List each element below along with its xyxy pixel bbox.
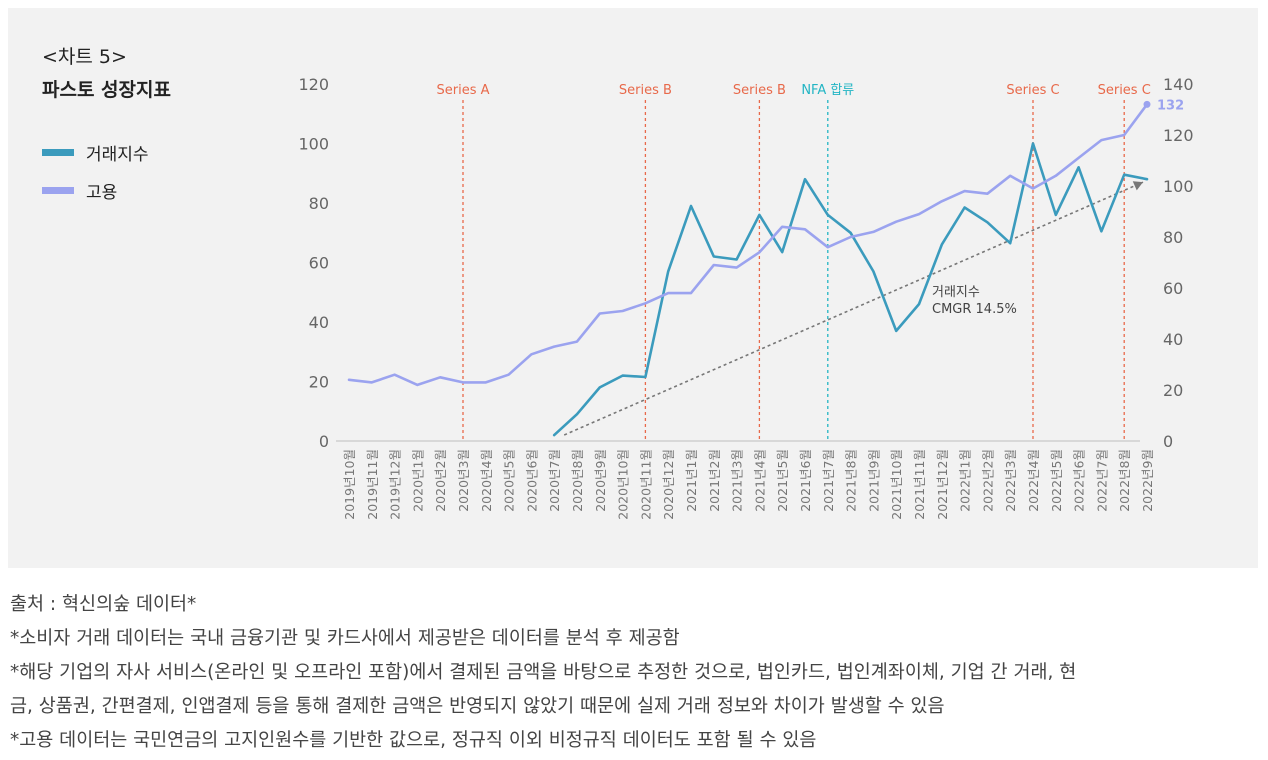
footnote-estimate-line1: *해당 기업의 자사 서비스(온라인 및 오프라인 포함)에서 결제된 금액을 … [10, 662, 1077, 683]
chart-title: 파스토 성장지표 [42, 79, 171, 101]
legend-item-employment: 고용 [42, 178, 117, 203]
left-axis-tick-label: 40 [309, 313, 329, 332]
left-axis-tick-label: 100 [298, 135, 329, 154]
trend-line [563, 181, 1144, 436]
event-label: Series C [1006, 83, 1059, 98]
legend-swatch-transactions [42, 149, 74, 156]
x-axis-tick-label: 2019년10월 [342, 449, 357, 520]
legend-item-transactions: 거래지수 [42, 140, 149, 165]
x-axis-tick-label: 2021년10월 [889, 449, 904, 520]
chart-panel [8, 8, 1258, 568]
x-axis-tick-label: 2022년1월 [958, 449, 973, 512]
right-axis-tick-label: 100 [1163, 177, 1194, 196]
right-axis-tick-label: 120 [1163, 126, 1194, 145]
legend-swatch-employment [42, 187, 74, 194]
x-axis-tick-label: 2020년11월 [638, 449, 653, 520]
left-axis-tick-label: 80 [309, 194, 329, 213]
employment-end-label: 132 [1157, 98, 1184, 113]
x-axis-tick-label: 2022년5월 [1049, 449, 1064, 512]
x-axis-tick-label: 2021년4월 [752, 449, 767, 512]
right-axis-tick-label: 20 [1163, 381, 1183, 400]
x-axis-tick-label: 2021년9월 [866, 449, 881, 512]
x-axis-tick-label: 2021년8월 [844, 449, 859, 512]
event-label: Series C [1098, 83, 1151, 98]
legend-label-employment: 고용 [86, 183, 118, 203]
right-axis-tick-label: 60 [1163, 279, 1183, 298]
right-axis-tick-label: 40 [1163, 330, 1183, 349]
left-axis-tick-label: 0 [319, 432, 329, 451]
x-axis-tick-label: 2021년11월 [912, 449, 927, 520]
right-axis-tick-label: 140 [1163, 75, 1194, 94]
x-axis-tick-label: 2021년7월 [821, 449, 836, 512]
left-axis-tick-label: 60 [309, 254, 329, 273]
footnote-source: 출처 : 혁신의숲 데이터* [10, 594, 197, 615]
x-axis-tick-label: 2022년8월 [1117, 449, 1132, 512]
transaction-index-line [552, 142, 1149, 437]
x-axis-tick-label: 2020년1월 [410, 449, 425, 512]
left-axis-tick-label: 20 [309, 373, 329, 392]
x-axis-tick-label: 2019년11월 [365, 449, 380, 520]
x-axis-tick-label: 2022년6월 [1072, 449, 1087, 512]
x-axis-tick-label: 2020년10월 [616, 449, 631, 520]
x-axis-tick-label: 2020년7월 [547, 449, 562, 512]
x-axis-tick-label: 2020년4월 [479, 449, 494, 512]
footnote-employment-data: *고용 데이터는 국민연금의 고지인원수를 기반한 값으로, 정규직 이외 비정… [10, 730, 817, 751]
chart-number: <차트 5> [42, 46, 127, 68]
x-axis-tick-label: 2021년12월 [935, 449, 950, 520]
event-label: NFA 합류 [801, 83, 854, 98]
footnote-consumer-data: *소비자 거래 데이터는 국내 금융기관 및 카드사에서 제공받은 데이터를 분… [10, 628, 680, 649]
left-axis-tick-label: 120 [298, 75, 329, 94]
x-axis-tick-label: 2020년3월 [456, 449, 471, 512]
x-axis-tick-label: 2021년6월 [798, 449, 813, 512]
trend-annotation-title: 거래지수 [932, 285, 980, 300]
growth-chart: 0 20 40 60 80 100 120 0 20 40 60 80 100 120 140 2019년10… [298, 75, 1194, 520]
x-axis-tick-label: 2022년2월 [980, 449, 995, 512]
x-axis-tick-label: 2021년3월 [730, 449, 745, 512]
x-axis-tick-label: 2020년6월 [524, 449, 539, 512]
x-axis-tick-label: 2021년2월 [707, 449, 722, 512]
event-label: Series B [733, 83, 786, 98]
x-axis-tick-label: 2022년4월 [1026, 449, 1041, 512]
x-axis-tick-label: 2022년3월 [1003, 449, 1018, 512]
x-axis-tick-label: 2020년9월 [593, 449, 608, 512]
employment-end-point [1143, 100, 1151, 108]
trend-annotation-cmgr: CMGR 14.5% [932, 302, 1017, 317]
x-axis-tick-label: 2020년12월 [661, 449, 676, 520]
event-label: Series A [436, 83, 489, 98]
legend-label-transactions: 거래지수 [86, 145, 149, 165]
footnote-estimate-line2: 금, 상품권, 간편결제, 인앱결제 등을 통해 결제한 금액은 반영되지 않았… [10, 696, 945, 717]
x-axis-tick-label: 2020년5월 [502, 449, 517, 512]
x-axis-tick-label: 2020년2월 [433, 449, 448, 512]
x-axis-tick-label: 2019년12월 [388, 449, 403, 520]
x-axis-tick-label: 2021년5월 [775, 449, 790, 512]
x-axis-tick-label: 2021년1월 [684, 449, 699, 512]
event-label: Series B [619, 83, 672, 98]
x-axis-tick-label: 2022년7월 [1094, 449, 1109, 512]
right-axis-tick-label: 80 [1163, 228, 1183, 247]
trend-arrowhead [1132, 181, 1143, 191]
x-axis-tick-label: 2022년9월 [1140, 449, 1155, 512]
x-axis-tick-label: 2020년8월 [570, 449, 585, 512]
right-axis-tick-label: 0 [1163, 432, 1173, 451]
employment-line [347, 103, 1149, 387]
